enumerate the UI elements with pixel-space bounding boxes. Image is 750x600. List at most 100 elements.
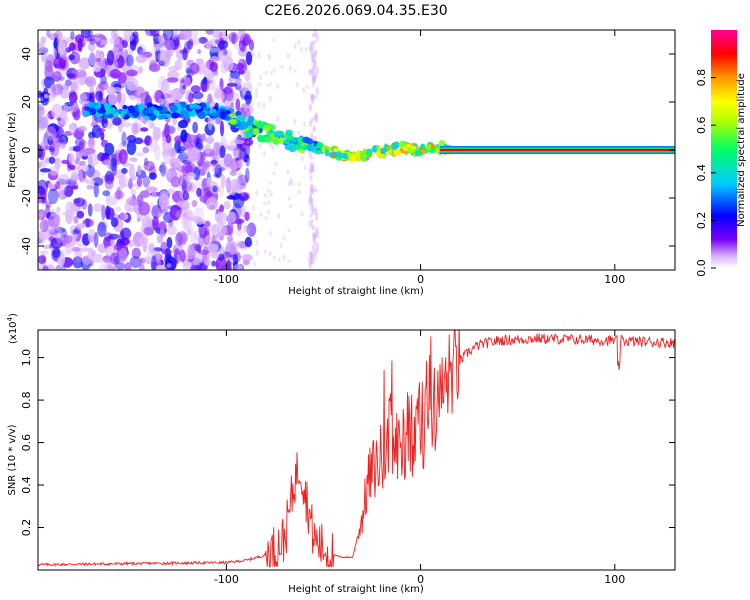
noise-speckle xyxy=(303,121,307,128)
signal-blob xyxy=(393,149,402,156)
noise-speckle xyxy=(248,39,255,51)
noise-speckle xyxy=(79,247,91,252)
noise-speckle xyxy=(244,227,248,233)
noise-speckle xyxy=(98,265,111,270)
noise-speckle xyxy=(118,149,128,165)
noise-speckle xyxy=(228,140,237,151)
noise-speckle xyxy=(182,85,186,90)
y-tick-label: -40 xyxy=(20,237,33,255)
signal-blob xyxy=(426,143,432,151)
noise-speckle xyxy=(97,222,107,237)
noise-speckle xyxy=(262,201,266,206)
noise-speckle xyxy=(255,239,259,247)
snr-y-multiplier: (x104) xyxy=(6,313,19,344)
noise-speckle xyxy=(238,159,242,166)
noise-speckle xyxy=(223,144,229,149)
colorbar-tick-label: 0.4 xyxy=(695,164,708,182)
noise-speckle xyxy=(71,185,79,190)
stripe-speckle xyxy=(314,188,318,193)
noise-speckle xyxy=(110,217,119,228)
noise-speckle xyxy=(175,209,187,220)
noise-speckle xyxy=(219,77,224,91)
spectrogram-panel: -100 0 100 -40 -20 0 20 40 Height of straight … xyxy=(7,29,676,297)
noise-speckle xyxy=(210,159,218,165)
noise-speckle xyxy=(195,137,202,144)
noise-speckle xyxy=(217,101,226,107)
noise-speckle xyxy=(129,256,142,268)
noise-speckle xyxy=(59,118,67,125)
noise-speckle xyxy=(109,68,122,79)
noise-speckle xyxy=(56,35,69,46)
noise-speckle xyxy=(60,84,70,91)
noise-speckle xyxy=(38,255,47,264)
noise-speckle xyxy=(244,49,248,55)
stripe-speckle xyxy=(309,120,313,128)
noise-speckle xyxy=(102,159,112,166)
noise-speckle xyxy=(252,205,255,211)
noise-speckle xyxy=(241,192,245,197)
noise-speckle xyxy=(133,86,145,99)
noise-speckle xyxy=(181,179,187,194)
stripe-speckle xyxy=(312,50,317,59)
noise-speckle xyxy=(271,143,274,151)
noise-speckle xyxy=(142,146,150,154)
noise-speckle xyxy=(268,230,272,237)
noise-speckle xyxy=(164,256,177,270)
noise-speckle xyxy=(310,164,314,169)
noise-speckle xyxy=(217,224,227,237)
noise-speckle xyxy=(293,43,297,49)
noise-speckle xyxy=(68,54,75,61)
colorbar-label: Normalized spectral amplitude xyxy=(736,73,747,227)
noise-speckle xyxy=(180,129,188,143)
stripe-speckle xyxy=(311,184,315,194)
signal-blob xyxy=(355,150,362,158)
noise-speckle xyxy=(44,65,54,80)
noise-speckle xyxy=(204,220,211,228)
noise-speckle xyxy=(66,244,73,254)
noise-speckle xyxy=(288,196,291,201)
stripe-speckle xyxy=(308,220,312,228)
noise-speckle xyxy=(63,104,69,111)
noise-speckle xyxy=(45,201,52,209)
noise-speckle xyxy=(217,40,229,50)
noise-speckle xyxy=(100,74,107,86)
signal-blob xyxy=(170,112,180,119)
noise-speckle xyxy=(159,166,169,175)
signal-blob xyxy=(350,155,356,161)
noise-speckle xyxy=(247,228,251,235)
noise-speckle xyxy=(39,250,49,255)
noise-speckle xyxy=(61,110,68,120)
noise-speckle xyxy=(38,179,48,195)
noise-speckle xyxy=(125,54,134,67)
noise-speckle xyxy=(272,255,276,260)
colorbar: 0.0 0.2 0.4 0.6 0.8 Normalized spectral ampl… xyxy=(695,30,747,277)
signal-blob xyxy=(189,103,194,110)
noise-speckle xyxy=(117,174,129,186)
noise-speckle xyxy=(229,241,238,256)
noise-speckle xyxy=(243,225,252,233)
signal-blob xyxy=(106,113,114,119)
noise-speckle xyxy=(169,157,182,169)
snr-y-axis: 0.2 0.4 0.6 0.8 1.0 xyxy=(20,349,675,536)
noise-speckle xyxy=(104,170,115,185)
stripe-speckle xyxy=(315,86,319,95)
noise-speckle xyxy=(243,138,254,147)
noise-speckle xyxy=(279,242,283,249)
noise-speckle xyxy=(213,173,219,178)
noise-speckle xyxy=(166,237,173,249)
noise-speckle xyxy=(99,39,108,46)
noise-speckle xyxy=(142,175,150,188)
noise-speckle xyxy=(38,41,45,48)
noise-speckle xyxy=(41,266,49,270)
signal-blob xyxy=(144,109,154,114)
signal-blob xyxy=(139,102,145,111)
noise-speckle xyxy=(145,186,158,192)
noise-speckle xyxy=(212,30,223,39)
noise-speckle xyxy=(65,79,72,86)
noise-speckle xyxy=(164,38,177,50)
noise-speckle xyxy=(213,90,226,101)
noise-speckle xyxy=(39,168,52,173)
signal-blob xyxy=(248,116,253,125)
stripe-speckle xyxy=(313,58,317,66)
noise-speckle xyxy=(188,38,194,46)
